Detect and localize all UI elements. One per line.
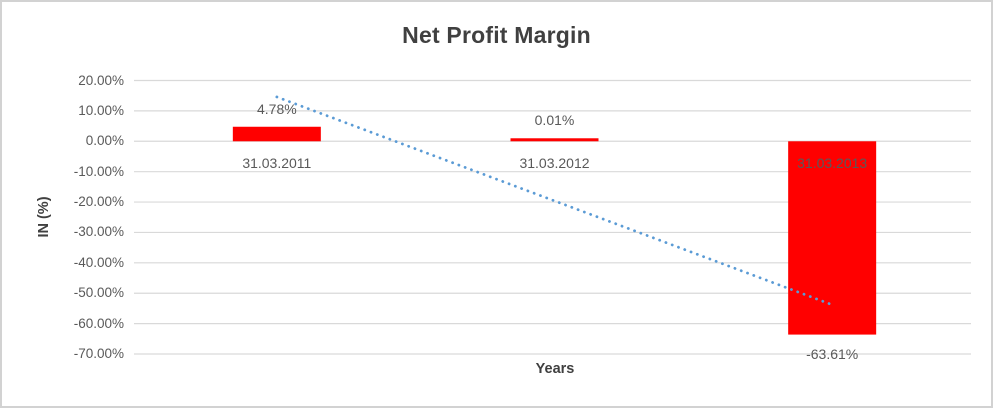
bar xyxy=(788,141,877,335)
chart-title: Net Profit Margin xyxy=(402,22,591,48)
x-axis-title: Years xyxy=(535,361,575,377)
bar xyxy=(232,126,321,142)
trendline xyxy=(275,95,834,307)
bar xyxy=(510,138,599,142)
